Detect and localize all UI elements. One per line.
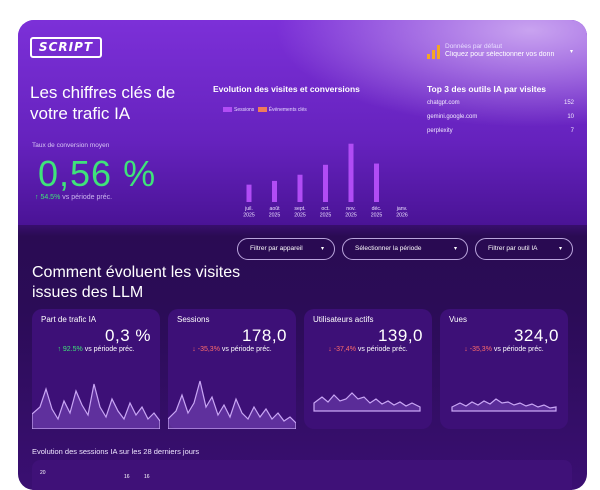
script-logo[interactable]: SCRIPT	[30, 37, 102, 58]
kpi-label: Vues	[449, 315, 467, 324]
conversion-delta-suffix: vs période préc.	[62, 194, 113, 201]
x-tick-label: 2026	[396, 213, 408, 219]
kpi-delta-value: -37,4%	[333, 346, 356, 353]
kpi-value: 139,0	[377, 326, 423, 345]
x-tick-label: nov.	[346, 206, 355, 212]
top3-tool-value: 152	[563, 100, 574, 106]
filter-period-dropdown[interactable]: Sélectionner la période ▾	[342, 238, 468, 260]
x-tick-label: août	[269, 206, 280, 212]
kpi-delta: ↓ -37,4% vs période préc.	[304, 346, 432, 353]
data-source-selector[interactable]: Données par défaut Cliquez pour sélectio…	[427, 42, 579, 64]
kpi-delta-suffix: vs période préc.	[493, 346, 544, 353]
source-prompt: Cliquez pour sélectionner vos donn	[445, 51, 555, 58]
kpi-delta: ↑ 92.5% vs période préc.	[32, 346, 160, 353]
kpi-card-ai-share[interactable]: Part de trafic IA 0,3 % ↑ 92.5% vs pério…	[32, 309, 160, 429]
x-tick-label: 2025	[345, 213, 357, 219]
kpi-value: 0,3 %	[105, 326, 151, 345]
top3-tool-value: 10	[567, 114, 574, 120]
kpi-delta-value: 92.5%	[62, 346, 83, 353]
filter-tool-label: Filtrer par outil IA	[488, 245, 538, 252]
chevron-down-icon: ▾	[558, 246, 562, 252]
top3-title: Top 3 des outils IA par visites	[427, 84, 547, 94]
timeseries-chart: 20 16 16	[32, 460, 572, 490]
top3-row: chatgpt.com 152	[427, 100, 574, 106]
top3-tool-value: 7	[570, 128, 574, 134]
kpi-card-sessions[interactable]: Sessions 178,0 ↓ -35,3% vs période préc.	[168, 309, 296, 429]
kpi-card-active-users[interactable]: Utilisateurs actifs 139,0 ↓ -37,4% vs pé…	[304, 309, 432, 429]
x-tick-label: 2025	[269, 213, 281, 219]
source-label: Données par défaut	[445, 43, 503, 50]
arrow-down-icon: ↓	[192, 346, 196, 353]
kpi-label: Utilisateurs actifs	[313, 315, 374, 324]
chart-bar	[246, 184, 252, 202]
kpi-delta-value: -35,3%	[197, 346, 220, 353]
filter-tool-dropdown[interactable]: Filtrer par outil IA ▾	[475, 238, 573, 260]
chart-bar	[297, 174, 303, 202]
arrow-up-icon: ↑	[57, 346, 61, 353]
sparkline	[451, 398, 557, 412]
top3-tool-name: chatgpt.com	[427, 100, 460, 106]
x-tick-label: 2025	[294, 213, 306, 219]
kpi-delta-value: -35,3%	[469, 346, 492, 353]
top3-tool-name: gemini.google.com	[427, 114, 478, 120]
x-tick-label: oct.	[321, 206, 329, 212]
section-title: Comment évoluent les visites issues des …	[32, 264, 241, 301]
legend-label-sessions: Sessions	[234, 107, 255, 113]
kpi-value: 324,0	[513, 326, 559, 345]
kpi-delta: ↓ -35,3% vs période préc.	[168, 346, 296, 353]
kpi-value: 178,0	[241, 326, 287, 345]
sparkline	[313, 392, 421, 412]
conversion-label: Taux de conversion moyen	[32, 142, 110, 149]
kpi-delta-suffix: vs période préc.	[221, 346, 272, 353]
chart-bar	[272, 180, 277, 202]
sparkline	[168, 380, 296, 429]
filter-device-dropdown[interactable]: Filtrer par appareil ▾	[237, 238, 335, 260]
kpi-delta: ↓ -35,3% vs période préc.	[440, 346, 568, 353]
chart-bar	[374, 163, 379, 202]
visits-bar-chart: juil.2025août2025sept.2025oct.2025nov.20…	[243, 143, 408, 219]
x-tick-label: juil.	[244, 206, 253, 212]
arrow-down-icon: ↓	[464, 346, 468, 353]
hero-section: SCRIPT Données par défaut Cliquez pour s…	[18, 20, 587, 225]
kpi-card-views[interactable]: Vues 324,0 ↓ -35,3% vs période préc.	[440, 309, 568, 429]
filter-device-label: Filtrer par appareil	[250, 245, 303, 252]
x-tick-label: janv.	[396, 206, 408, 212]
top3-row: gemini.google.com 10	[427, 114, 574, 120]
kpi-label: Part de trafic IA	[41, 315, 97, 324]
top3-tool-name: perplexity	[427, 128, 453, 134]
kpi-delta-suffix: vs période préc.	[357, 346, 408, 353]
timeseries-title: Evolution des sessions IA sur les 28 der…	[32, 447, 200, 456]
x-tick-label: sept.	[294, 206, 305, 212]
chevron-down-icon: ▾	[320, 246, 324, 252]
chart-bar	[348, 143, 354, 202]
arrow-up-icon: ↑	[35, 194, 39, 201]
x-tick-label: 2025	[371, 213, 383, 219]
top3-row: perplexity 7	[427, 128, 574, 134]
filter-period-label: Sélectionner la période	[355, 245, 422, 252]
legend-label-events: Événements clés	[268, 107, 307, 113]
conversion-delta-value: 54.5%	[40, 194, 61, 201]
timeseries-label: 20	[40, 470, 46, 476]
bar-chart-icon	[427, 45, 441, 59]
legend-swatch-events	[257, 107, 267, 113]
kpi-delta-suffix: vs période préc.	[84, 346, 135, 353]
x-tick-label: déc.	[372, 206, 382, 212]
sparkline	[32, 383, 160, 429]
dashboard-frame: SCRIPT Données par défaut Cliquez pour s…	[18, 20, 587, 490]
timeseries-label: 16	[124, 474, 130, 480]
chart-title: Evolution des visites et conversions	[213, 84, 360, 94]
x-tick-label: 2025	[243, 213, 255, 219]
legend-swatch-sessions	[223, 107, 232, 113]
x-tick-label: 2025	[320, 213, 332, 219]
conversion-value: 0,56 %	[38, 153, 157, 194]
chart-legend: Sessions Événements clés	[223, 107, 307, 113]
arrow-down-icon: ↓	[328, 346, 332, 353]
timeseries-label: 16	[144, 474, 150, 480]
page-title: Les chiffres clés de votre trafic IA	[30, 83, 176, 123]
kpi-label: Sessions	[177, 315, 210, 324]
chart-bar	[323, 164, 328, 202]
conversion-delta: ↑ 54.5% vs période préc.	[35, 194, 112, 201]
chevron-down-icon: ▾	[570, 49, 574, 55]
chevron-down-icon: ▾	[453, 246, 457, 252]
